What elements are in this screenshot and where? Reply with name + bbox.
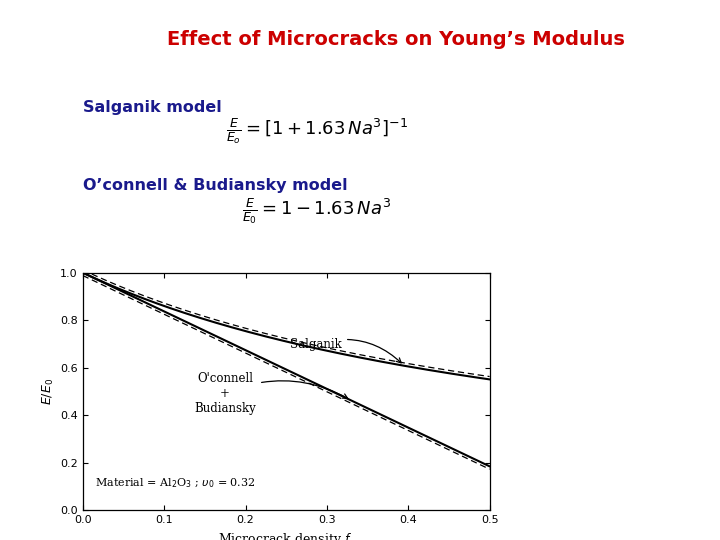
Text: O'connell
+
Budiansky: O'connell + Budiansky — [194, 372, 348, 415]
Text: Salganik: Salganik — [290, 338, 401, 363]
Text: $\frac{E}{E_o} = [1 + 1.63\,Na^3]^{-1}$: $\frac{E}{E_o} = [1 + 1.63\,Na^3]^{-1}$ — [226, 116, 408, 146]
Text: Salganik model: Salganik model — [83, 100, 222, 115]
Text: Effect of Microcracks on Young’s Modulus: Effect of Microcracks on Young’s Modulus — [167, 30, 625, 49]
Text: $\frac{E}{E_0} = 1 - 1.63\,Na^3$: $\frac{E}{E_0} = 1 - 1.63\,Na^3$ — [242, 196, 392, 226]
Text: Material = Al$_2$O$_3$ ; $\upsilon_0$ = 0.32: Material = Al$_2$O$_3$ ; $\upsilon_0$ = … — [95, 476, 256, 490]
Y-axis label: $E/E_0$: $E/E_0$ — [41, 378, 56, 405]
Text: O’connell & Budiansky model: O’connell & Budiansky model — [83, 178, 348, 193]
X-axis label: Microcrack density $f_a$: Microcrack density $f_a$ — [217, 531, 355, 540]
